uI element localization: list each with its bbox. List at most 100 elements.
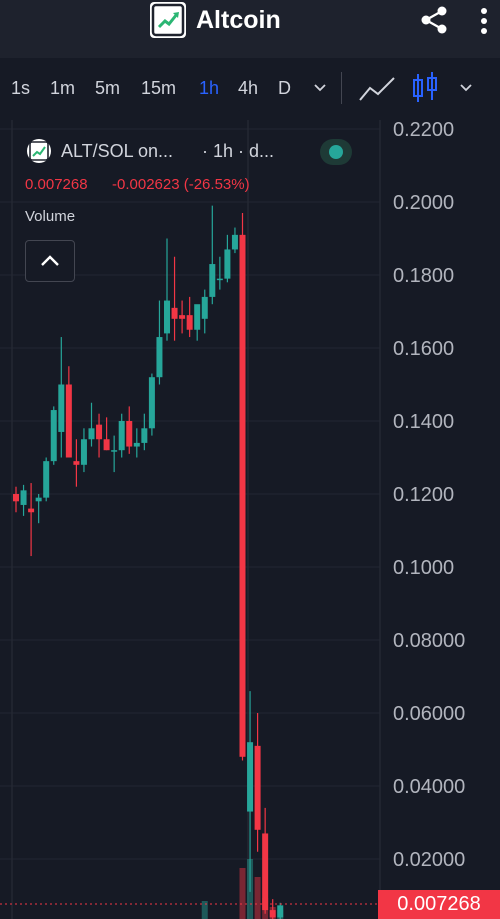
volume-label: Volume: [25, 208, 76, 225]
candle-body: [20, 490, 27, 505]
timeframe-15m[interactable]: 15m: [141, 78, 177, 98]
candle[interactable]: [126, 406, 133, 454]
candle[interactable]: [73, 439, 80, 487]
more-vertical-icon[interactable]: [476, 6, 492, 36]
price-tick-label: 0.08000: [393, 630, 465, 652]
candle-body: [239, 234, 246, 757]
candle[interactable]: [164, 238, 170, 341]
candle-body: [43, 461, 50, 498]
candle-body: [201, 296, 208, 319]
price-tick-label: 0.1200: [393, 484, 454, 506]
price-axis: 0.2200 0.2000 0.1800 0.1600 0.1400 0.1200 0.10…: [393, 120, 465, 871]
price-tick-label: 0.2000: [393, 192, 454, 214]
candle-body: [58, 384, 65, 432]
candle[interactable]: [148, 373, 155, 436]
app-logo-icon: [150, 2, 186, 38]
line-chart-icon[interactable]: [358, 74, 396, 104]
price-chart[interactable]: 0.2200 0.2000 0.1800 0.1600 0.1400 0.1200 0.10…: [0, 120, 500, 919]
app-title: Altcoin: [196, 6, 281, 34]
candle[interactable]: [216, 256, 223, 290]
candle[interactable]: [186, 296, 193, 338]
timeframe-1s[interactable]: 1s: [11, 78, 31, 98]
share-icon[interactable]: [418, 4, 450, 36]
candle-body: [118, 421, 125, 451]
symbol-interval: · 1h · d...: [202, 141, 275, 161]
app-header: Altcoin: [0, 0, 500, 58]
candle[interactable]: [269, 899, 276, 919]
candle-body: [111, 450, 118, 452]
chart-toolbar: 1s 1m 5m 15m 1h 4h D: [0, 62, 500, 114]
candle-body: [133, 442, 140, 447]
candle[interactable]: [179, 300, 186, 334]
price-tick-label: 0.04000: [393, 776, 465, 798]
candle-body: [50, 410, 57, 462]
candle-body: [224, 249, 231, 279]
candle[interactable]: [133, 428, 140, 458]
candle-body: [35, 497, 42, 502]
price-tick-label: 0.1800: [393, 265, 454, 287]
candle[interactable]: [103, 417, 110, 451]
candle[interactable]: [247, 691, 254, 892]
candle-body: [269, 910, 276, 918]
price-tick-label: 0.1600: [393, 338, 454, 360]
candle[interactable]: [43, 457, 50, 502]
candle-body: [65, 384, 72, 458]
price-tick-label: 0.06000: [393, 703, 465, 725]
candle[interactable]: [239, 212, 246, 761]
current-price-badge: 0.007268: [378, 890, 500, 919]
market-status-indicator[interactable]: [320, 139, 352, 165]
candle[interactable]: [65, 366, 72, 458]
candle-body: [254, 745, 261, 830]
candle-body: [262, 833, 269, 911]
candle-body: [216, 278, 223, 281]
candle-body: [209, 264, 216, 297]
candle[interactable]: [28, 483, 35, 557]
candle[interactable]: [231, 227, 238, 254]
candlestick-icon[interactable]: [410, 70, 440, 106]
candle[interactable]: [111, 435, 118, 473]
timeframe-5m[interactable]: 5m: [95, 78, 121, 98]
candle[interactable]: [13, 486, 19, 513]
collapse-legend-button[interactable]: [25, 240, 75, 282]
timeframe-1h[interactable]: 1h: [199, 78, 220, 98]
candle-body: [179, 315, 186, 319]
candle-body: [186, 315, 193, 330]
price-tick-label: 0.1400: [393, 411, 454, 433]
candle-body: [277, 905, 284, 918]
timeframe-d[interactable]: D: [278, 78, 291, 98]
candle[interactable]: [88, 402, 95, 447]
chevron-up-icon: [41, 255, 59, 266]
timeframe-dropdown-icon[interactable]: [312, 82, 328, 94]
candle-body: [88, 428, 95, 440]
candle[interactable]: [35, 494, 42, 524]
chart-type-dropdown-icon[interactable]: [458, 82, 474, 94]
candle[interactable]: [254, 713, 261, 852]
candle[interactable]: [20, 484, 27, 516]
candle-body: [13, 494, 19, 502]
candle-body: [96, 424, 103, 440]
price-tick-label: 0.02000: [393, 849, 465, 871]
candle-body: [80, 439, 87, 465]
candle-body: [126, 421, 133, 447]
volume-bars: [201, 859, 284, 919]
candle[interactable]: [224, 234, 231, 283]
candle[interactable]: [156, 300, 163, 385]
candle[interactable]: [58, 337, 65, 458]
candle[interactable]: [141, 413, 148, 451]
candle[interactable]: [201, 289, 208, 334]
candle[interactable]: [80, 428, 87, 473]
candle[interactable]: [262, 807, 269, 914]
candle[interactable]: [50, 406, 57, 465]
candle[interactable]: [277, 902, 284, 919]
candle-body: [28, 508, 35, 513]
candle[interactable]: [96, 413, 103, 458]
candle[interactable]: [194, 304, 201, 341]
candle[interactable]: [118, 413, 125, 458]
symbol-name[interactable]: ALT/SOL on...: [61, 141, 174, 161]
candle-body: [164, 300, 170, 334]
candle[interactable]: [209, 205, 216, 305]
timeframe-1m[interactable]: 1m: [50, 78, 76, 98]
timeframe-4h[interactable]: 4h: [238, 78, 259, 98]
candle[interactable]: [171, 256, 178, 341]
candlesticks: [13, 205, 284, 919]
